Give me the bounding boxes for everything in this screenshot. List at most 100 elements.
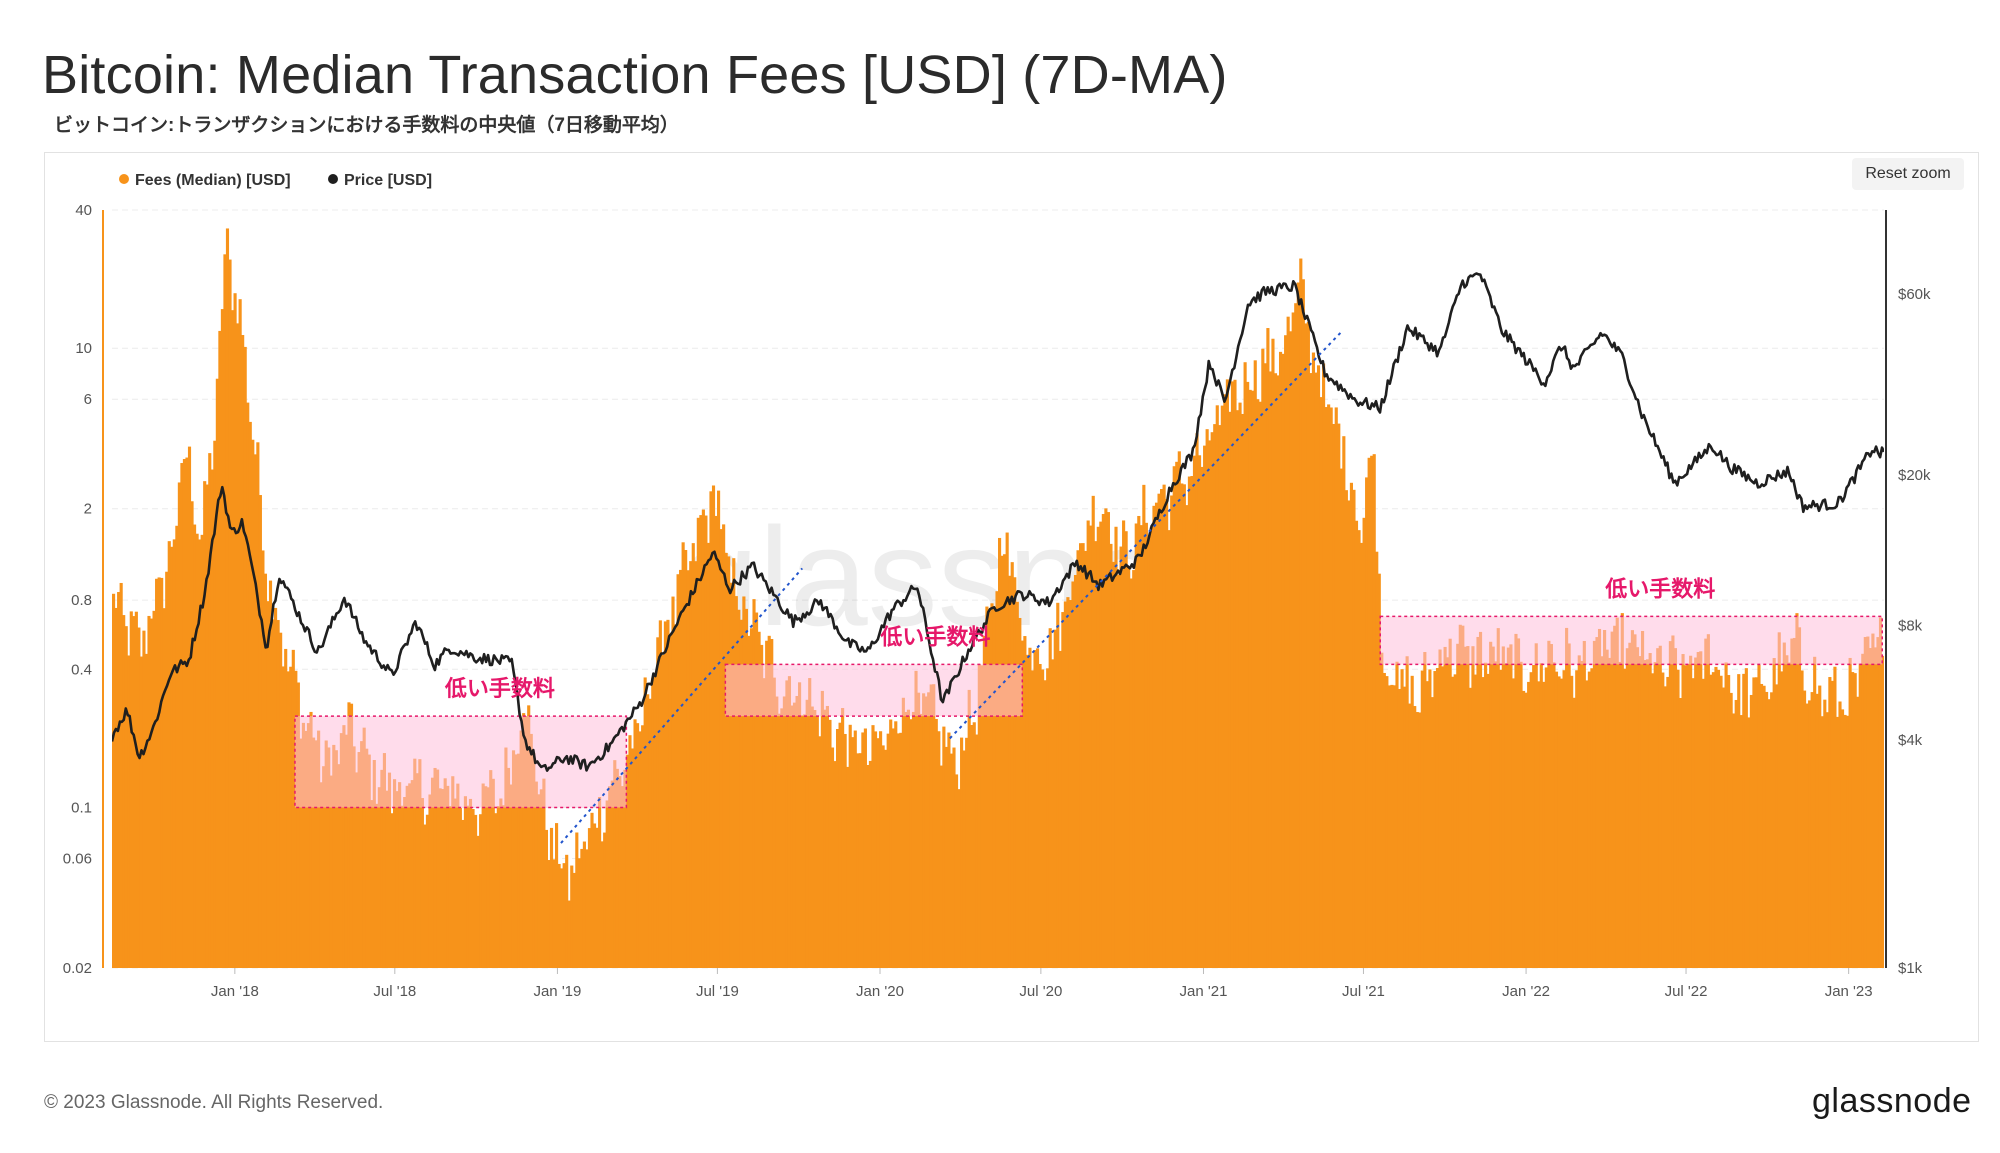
fee-bar bbox=[1481, 677, 1485, 968]
fee-bar bbox=[620, 786, 624, 968]
fee-bar bbox=[200, 534, 204, 968]
fee-bar bbox=[691, 543, 695, 968]
fee-bar bbox=[1628, 642, 1632, 968]
fee-bar bbox=[1848, 657, 1852, 968]
fee-bar bbox=[253, 454, 257, 968]
fee-bar bbox=[742, 596, 746, 968]
fee-bar bbox=[1172, 466, 1176, 968]
reset-zoom-button[interactable]: Reset zoom bbox=[1852, 158, 1964, 190]
fee-bar bbox=[676, 574, 680, 968]
fee-bar bbox=[1648, 653, 1652, 968]
fee-bar bbox=[1858, 663, 1862, 968]
fee-bar bbox=[1349, 482, 1353, 968]
fee-bar bbox=[1782, 642, 1786, 968]
fee-bar bbox=[124, 626, 128, 968]
fee-bar bbox=[1261, 348, 1265, 968]
fee-bar bbox=[377, 787, 381, 968]
fee-bar bbox=[1061, 612, 1065, 968]
fee-bar bbox=[1668, 641, 1672, 968]
fee-bar bbox=[218, 330, 222, 968]
fee-bar bbox=[1139, 525, 1143, 968]
fee-bar bbox=[451, 776, 455, 968]
fee-bar bbox=[699, 515, 703, 968]
fee-bar bbox=[122, 615, 126, 968]
fee-bar bbox=[1873, 647, 1878, 968]
fee-bar bbox=[628, 735, 632, 968]
y-left-tick-label: 10 bbox=[75, 340, 92, 357]
fee-bar bbox=[962, 750, 966, 968]
fee-bar bbox=[701, 509, 705, 968]
fee-bar bbox=[446, 785, 450, 968]
legend-fees-label[interactable]: Fees (Median) [USD] bbox=[135, 172, 291, 189]
fee-bar bbox=[904, 711, 908, 968]
fee-bar bbox=[565, 854, 569, 968]
fee-bar bbox=[1337, 423, 1341, 968]
fee-bar bbox=[1866, 636, 1870, 968]
fee-bar bbox=[919, 713, 923, 968]
fee-bar bbox=[1099, 521, 1103, 968]
fee-bar bbox=[522, 713, 526, 968]
fee-bar bbox=[1453, 674, 1457, 968]
fee-bar bbox=[727, 556, 731, 968]
fee-bar bbox=[927, 692, 931, 968]
fee-bar bbox=[1385, 676, 1389, 968]
legend[interactable]: Fees (Median) [USD] Price [USD] bbox=[119, 172, 432, 189]
fee-bar bbox=[532, 752, 536, 968]
fee-bar bbox=[471, 809, 475, 968]
low-fee-box bbox=[1379, 615, 1883, 666]
fee-bar bbox=[332, 744, 336, 968]
fee-bar bbox=[243, 346, 247, 968]
fee-bar bbox=[1392, 685, 1397, 968]
fee-bar bbox=[1876, 637, 1880, 968]
fee-bar bbox=[286, 671, 290, 968]
fee-bar bbox=[1408, 703, 1412, 968]
fee-bar bbox=[967, 689, 971, 968]
fee-bar bbox=[557, 863, 561, 968]
fee-bar bbox=[1519, 661, 1523, 968]
fee-bar bbox=[653, 676, 657, 968]
fee-bar bbox=[1334, 407, 1338, 968]
fee-bar bbox=[1359, 542, 1364, 968]
fee-bar bbox=[1218, 425, 1222, 968]
fee-bar bbox=[1304, 323, 1308, 968]
fee-bar bbox=[1233, 379, 1237, 968]
fee-bar bbox=[1661, 672, 1665, 968]
fee-bar bbox=[1618, 661, 1622, 968]
fee-bar bbox=[853, 730, 857, 968]
fee-bar bbox=[985, 606, 989, 968]
fee-bar bbox=[1030, 670, 1035, 968]
fee-bar bbox=[580, 848, 584, 968]
fee-bar bbox=[387, 772, 392, 968]
fee-bar bbox=[896, 733, 900, 968]
fee-bar bbox=[1868, 648, 1872, 968]
fee-bar bbox=[1405, 656, 1409, 968]
fee-bar bbox=[894, 721, 898, 968]
fee-bar bbox=[1691, 678, 1695, 968]
fee-bar bbox=[673, 624, 678, 968]
fee-bar bbox=[1706, 634, 1710, 968]
fee-bar bbox=[1833, 666, 1837, 968]
fee-bar bbox=[256, 442, 260, 968]
fee-bar bbox=[1377, 573, 1381, 968]
fee-bar bbox=[1220, 405, 1224, 968]
legend-price-label[interactable]: Price [USD] bbox=[344, 172, 432, 189]
fee-bar bbox=[876, 738, 880, 968]
fee-bar bbox=[595, 827, 599, 968]
fee-bar bbox=[792, 702, 797, 968]
fee-bar bbox=[1281, 353, 1285, 968]
fee-bar bbox=[666, 619, 670, 968]
fee-bar bbox=[1825, 712, 1829, 968]
fee-bar bbox=[461, 819, 465, 968]
fee-bar bbox=[1678, 698, 1683, 968]
fee-bar bbox=[582, 841, 586, 968]
fee-bar bbox=[990, 603, 994, 968]
price-line bbox=[112, 272, 1884, 772]
fee-bar bbox=[443, 778, 447, 968]
fee-bar bbox=[1441, 666, 1445, 968]
fee-bar bbox=[598, 797, 602, 968]
fee-bar bbox=[1567, 643, 1571, 968]
fee-bar bbox=[1134, 523, 1138, 968]
fee-bar bbox=[301, 722, 305, 968]
fee-bar bbox=[992, 607, 997, 968]
